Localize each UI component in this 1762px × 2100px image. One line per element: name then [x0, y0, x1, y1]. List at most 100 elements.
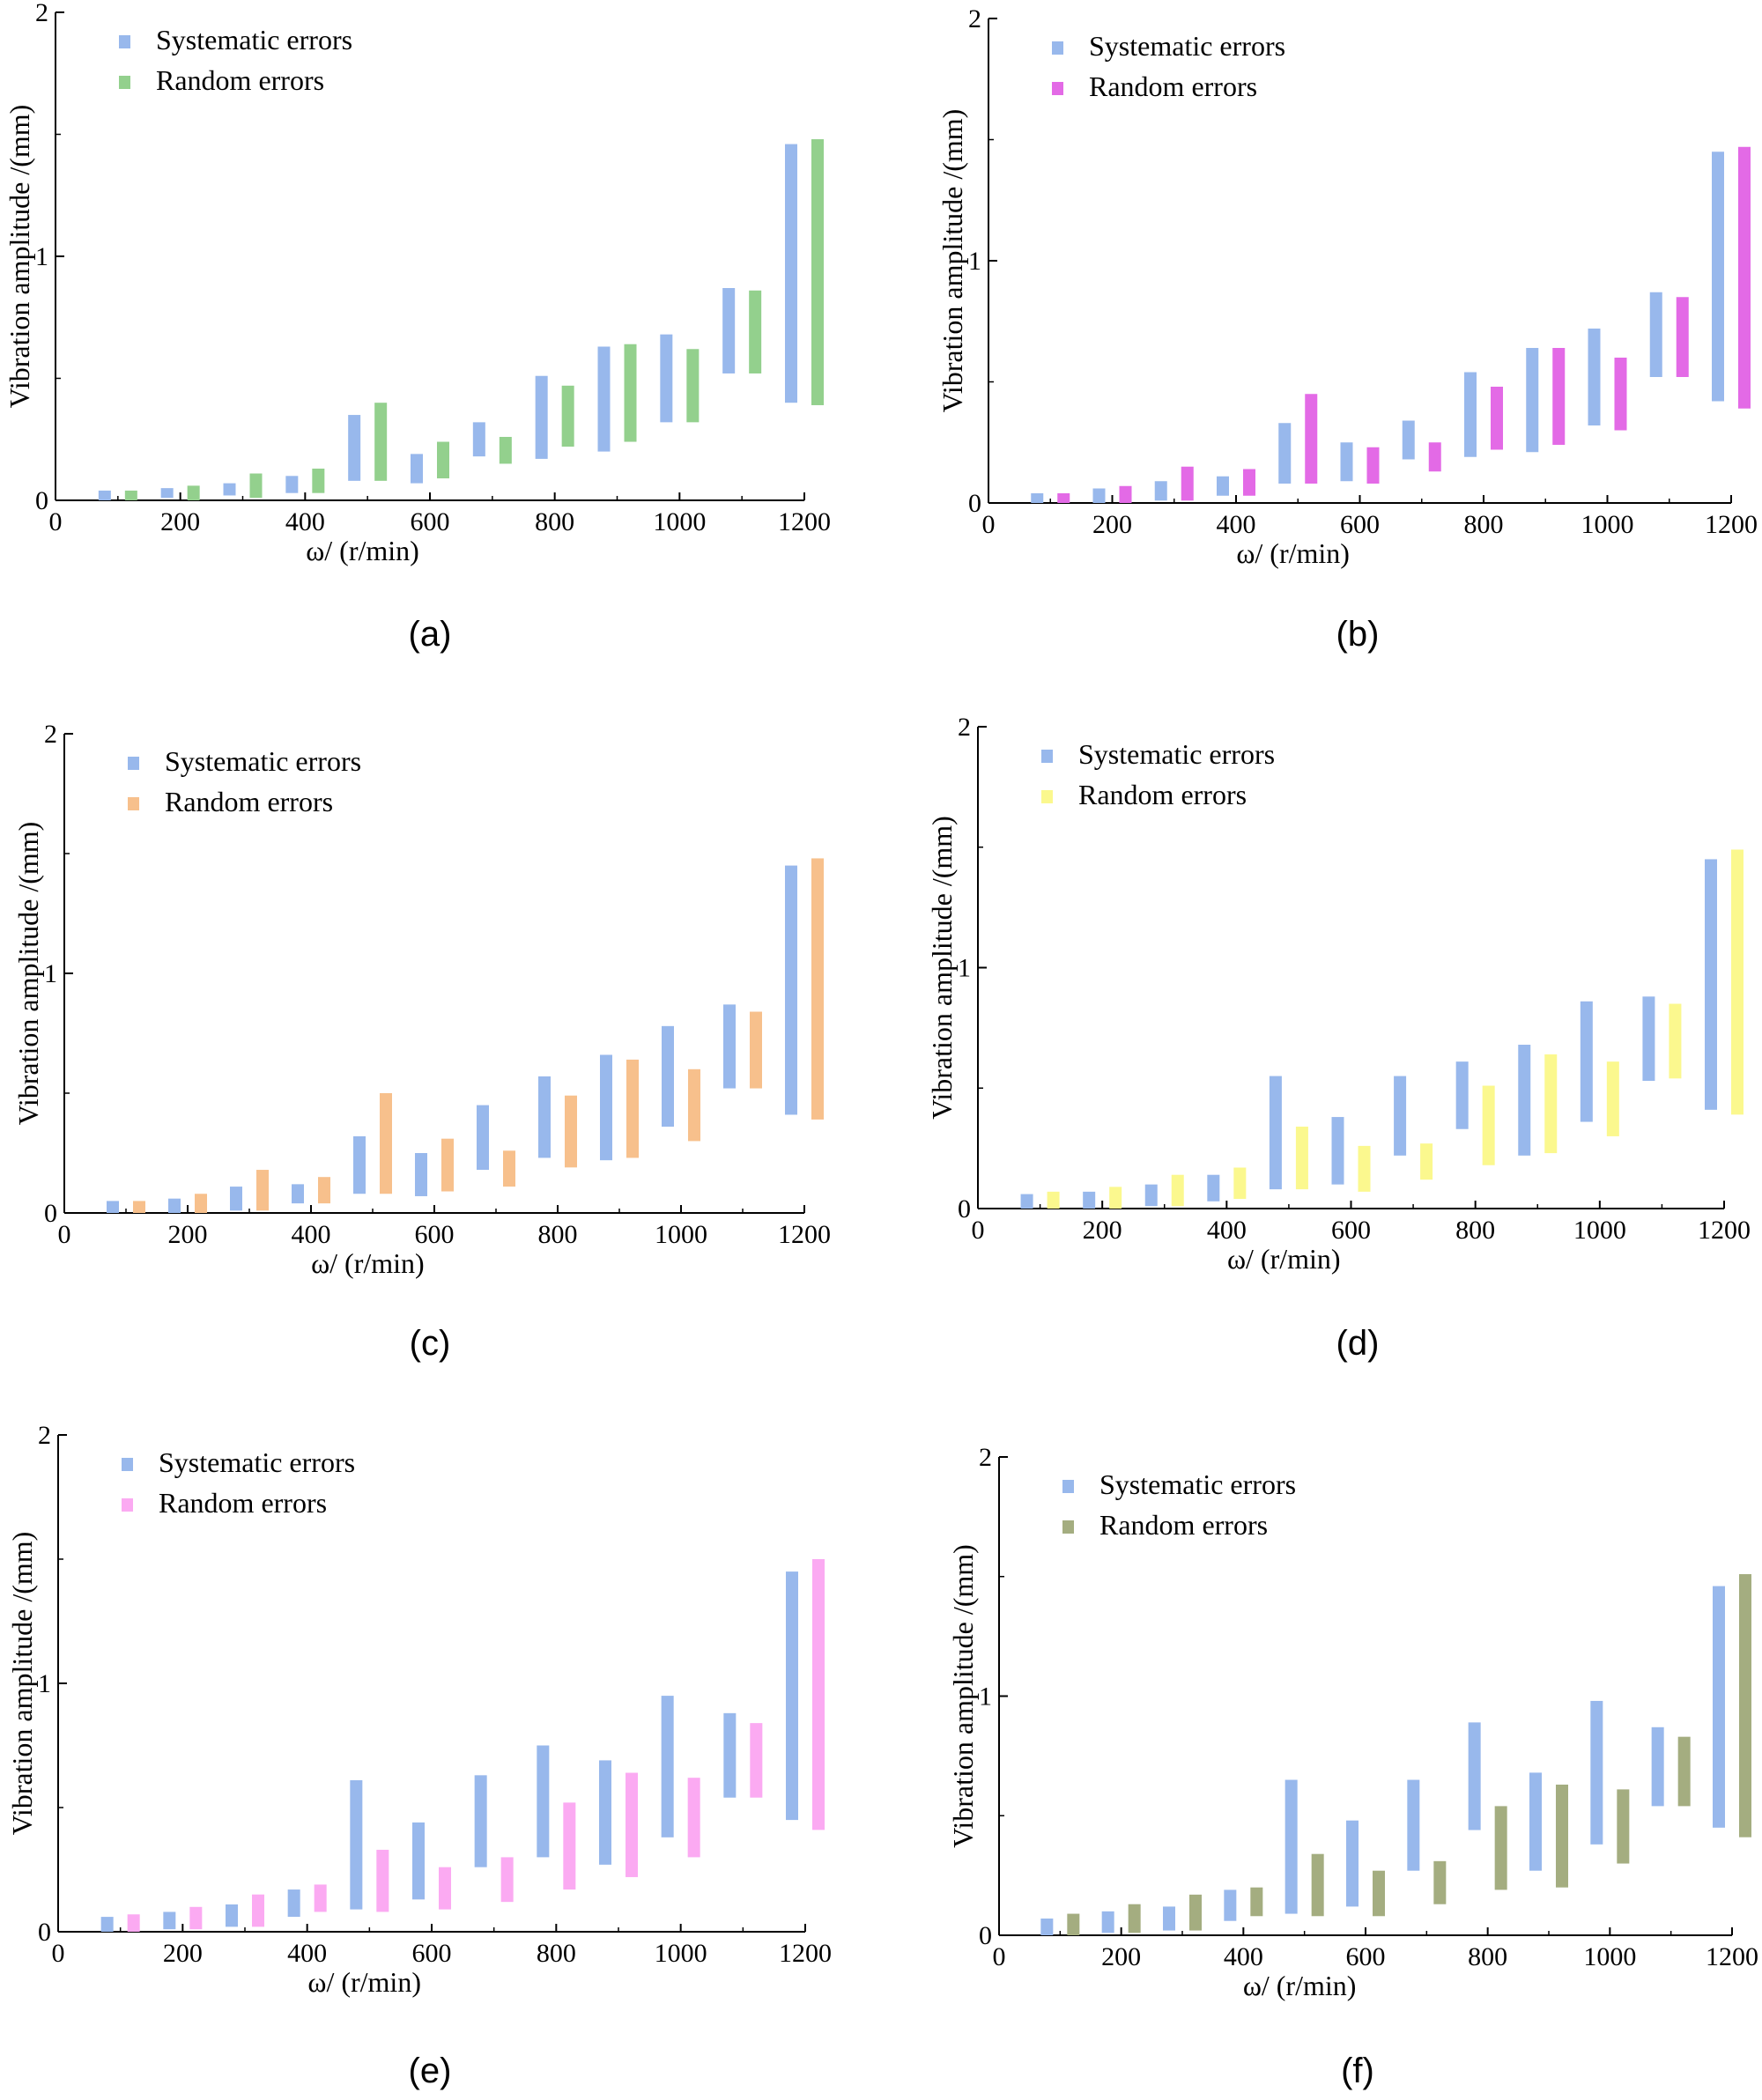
- bar-systematic-1000: [662, 1025, 674, 1128]
- bar-random-400: [314, 1884, 327, 1912]
- y-tick-label: 0: [958, 1194, 971, 1224]
- bar-systematic-900: [599, 1760, 611, 1865]
- bar-systematic-200: [1101, 1911, 1114, 1934]
- x-tick-label: 800: [1468, 1942, 1507, 1971]
- legend-label-systematic: Systematic errors: [165, 745, 361, 777]
- bar-systematic-1100: [1651, 1727, 1664, 1807]
- bar-systematic-600: [1331, 1117, 1344, 1185]
- y-tick-label: 1: [968, 247, 981, 276]
- bar-systematic-1000: [1580, 1001, 1593, 1122]
- x-tick-label: 600: [412, 1939, 452, 1968]
- bar-random-1100: [750, 1723, 763, 1798]
- bar-systematic-800: [1455, 1061, 1469, 1129]
- bar-random-500: [1305, 394, 1318, 484]
- chart-panel-f: 0 200 400 600 800 1000 1200 0 1 2 ω/ (r/min) Vibrat…: [947, 1443, 1758, 2090]
- legend-swatch-systematic: [1052, 41, 1063, 55]
- bar-systematic-1100: [1649, 292, 1662, 377]
- bar-systematic-600: [412, 1822, 425, 1900]
- bar-random-1000: [1617, 1789, 1630, 1864]
- x-tick-label: 1200: [1705, 510, 1758, 539]
- bar-random-300: [1171, 1174, 1184, 1207]
- bar-systematic-300: [226, 1904, 238, 1927]
- bar-random-300: [1189, 1894, 1202, 1931]
- bar-random-500: [1311, 1853, 1324, 1917]
- bar-systematic-100: [1020, 1194, 1033, 1209]
- y-axis-label: Vibration amplitude /(mm): [937, 109, 968, 413]
- bar-systematic-1000: [661, 1696, 674, 1838]
- x-axis-label: ω/ (r/min): [1243, 1970, 1357, 2001]
- legend-label-random: Random errors: [165, 786, 333, 817]
- legend-swatch-systematic: [1041, 750, 1053, 763]
- bar-random-500: [374, 403, 388, 481]
- y-tick-label: 0: [44, 1199, 57, 1228]
- bar-systematic-1100: [1642, 996, 1655, 1082]
- bar-systematic-100: [1040, 1918, 1054, 1935]
- bar-random-400: [312, 468, 325, 493]
- bar-random-600: [441, 1138, 454, 1192]
- bar-systematic-1200: [786, 1571, 798, 1821]
- bar-random-400: [1233, 1167, 1247, 1200]
- legend-label-systematic: Systematic errors: [1099, 1468, 1296, 1500]
- y-tick-label: 0: [38, 1918, 51, 1947]
- bar-systematic-1100: [723, 1712, 737, 1798]
- y-tick-label: 1: [958, 954, 971, 983]
- legend-label-systematic: Systematic errors: [1089, 30, 1285, 62]
- bar-random-800: [1482, 1085, 1495, 1165]
- x-tick-label: 200: [1083, 1216, 1122, 1245]
- bar-random-900: [626, 1059, 639, 1158]
- bar-random-500: [380, 1093, 392, 1194]
- bar-systematic-1100: [722, 288, 736, 373]
- bar-systematic-600: [411, 454, 423, 484]
- bar-systematic-300: [1154, 481, 1167, 501]
- bar-random-1000: [1614, 358, 1627, 431]
- bar-systematic-300: [1163, 1906, 1175, 1931]
- panel-caption: (f): [1341, 2052, 1374, 2090]
- bar-random-200: [189, 1906, 203, 1930]
- legend-swatch-random: [1052, 82, 1063, 95]
- x-axis-label: ω/ (r/min): [306, 535, 419, 566]
- y-axis-label: Vibration amplitude /(mm): [6, 1532, 38, 1836]
- bar-random-100: [127, 1914, 140, 1932]
- bar-systematic-700: [472, 422, 485, 457]
- x-tick-label: 1000: [1573, 1216, 1626, 1245]
- x-axis-label: ω/ (r/min): [1236, 537, 1350, 569]
- bar-random-100: [124, 490, 137, 500]
- legend-label-random: Random errors: [1078, 779, 1247, 810]
- bar-random-800: [1491, 387, 1503, 450]
- bar-random-700: [1420, 1143, 1433, 1180]
- bar-random-500: [376, 1849, 389, 1912]
- bar-systematic-700: [1402, 420, 1415, 460]
- x-tick-label: 200: [168, 1220, 208, 1249]
- bar-systematic-700: [474, 1775, 487, 1867]
- bar-random-600: [437, 441, 449, 479]
- legend-label-random: Random errors: [1099, 1509, 1268, 1541]
- y-tick-label: 1: [979, 1682, 992, 1712]
- bar-systematic-400: [287, 1889, 300, 1918]
- bar-systematic-300: [230, 1187, 242, 1211]
- x-tick-label: 800: [537, 1939, 576, 1968]
- x-tick-label: 1200: [1706, 1942, 1758, 1971]
- bar-systematic-200: [163, 1911, 176, 1930]
- bar-random-1100: [1677, 1736, 1691, 1807]
- bar-random-1000: [687, 1778, 700, 1858]
- x-tick-label: 1200: [778, 1220, 831, 1249]
- bar-systematic-100: [98, 490, 111, 500]
- x-tick-label: 400: [287, 1939, 327, 1968]
- x-tick-label: 0: [982, 510, 996, 539]
- bar-random-400: [1243, 469, 1255, 496]
- bar-systematic-500: [348, 415, 361, 481]
- x-tick-label: 1000: [655, 1220, 707, 1249]
- bar-systematic-400: [1224, 1889, 1237, 1921]
- bar-systematic-200: [1083, 1191, 1096, 1209]
- bar-systematic-1200: [1713, 1586, 1725, 1828]
- bar-systematic-900: [600, 1054, 612, 1161]
- x-tick-label: 600: [415, 1220, 455, 1249]
- bar-random-300: [249, 473, 263, 499]
- x-tick-label: 800: [1455, 1216, 1495, 1245]
- bar-random-700: [500, 1857, 514, 1903]
- bar-random-900: [624, 344, 637, 442]
- bar-systematic-1200: [1712, 152, 1724, 402]
- bar-random-1100: [1676, 297, 1689, 377]
